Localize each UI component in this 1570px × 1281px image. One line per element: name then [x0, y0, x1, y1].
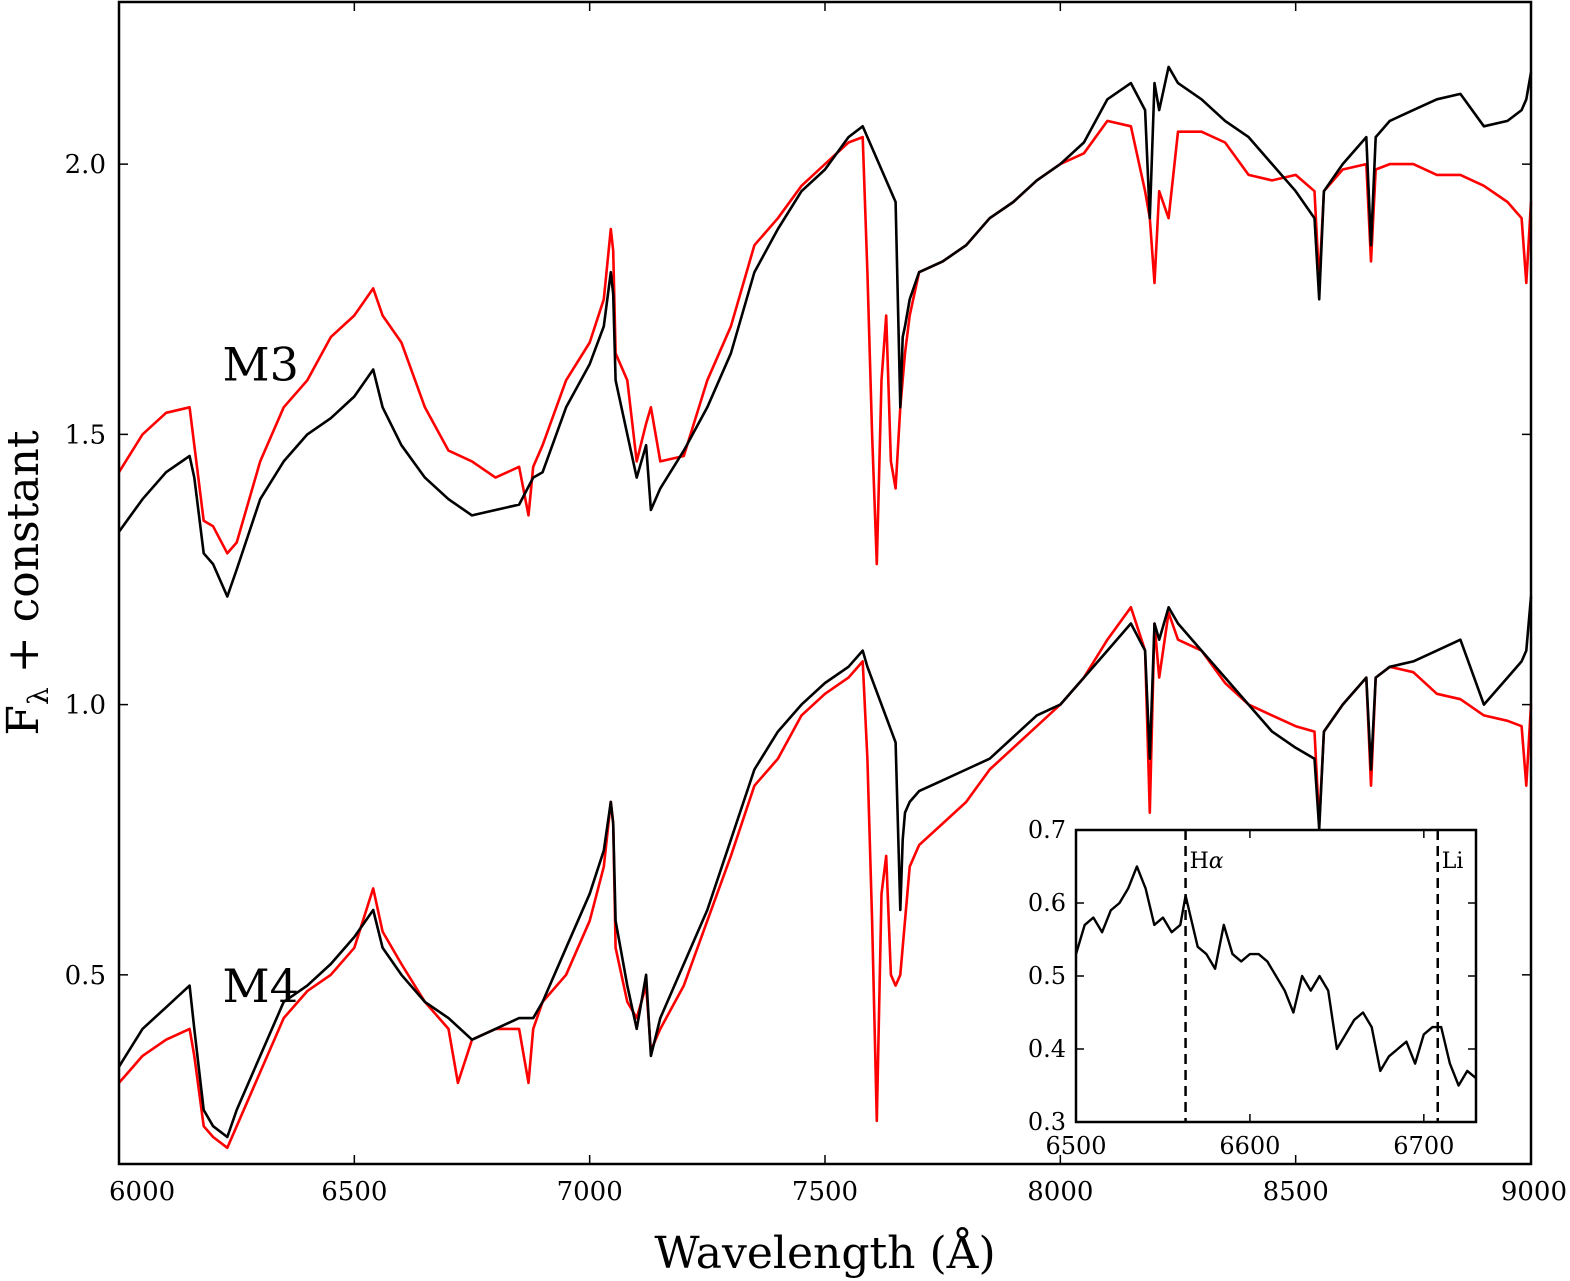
inset-y-ticks: 0.3 0.4 0.5 0.6 0.7 — [1028, 816, 1476, 1136]
series-line-m4-black-3 — [117, 596, 1533, 1139]
x-tick-label: 6000 — [109, 1177, 175, 1207]
series-line-m4-red-2 — [118, 605, 1533, 1150]
reference-line-label-greek: α — [1209, 849, 1224, 874]
inset-x-ticks: 6500 6600 6700 — [1045, 830, 1454, 1160]
annotation-label-m4: M4 — [223, 959, 299, 1013]
inset-x-tick-label: 6500 — [1045, 1132, 1106, 1160]
inset-series-line — [1074, 865, 1477, 1087]
annotation-label-m3: M3 — [223, 337, 299, 391]
main-y-ticks: 0.5 1.0 1.5 2.0 — [65, 150, 1531, 991]
y-axis-title-main: F — [0, 705, 49, 736]
x-tick-label: 7000 — [557, 1177, 623, 1207]
x-tick-label: 9000 — [1501, 1177, 1567, 1207]
x-tick-label: 7500 — [792, 1177, 858, 1207]
x-tick-label: 6500 — [321, 1177, 387, 1207]
inset-y-tick-label: 0.4 — [1028, 1035, 1066, 1063]
y-tick-label: 1.5 — [65, 420, 106, 450]
y-axis-title-subscript: λ — [22, 687, 55, 705]
inset-y-tick-label: 0.5 — [1028, 962, 1066, 990]
x-tick-label: 8000 — [1027, 1177, 1093, 1207]
inset-chart: Hα Li 6500 6600 6700 0.3 0.4 0.5 0.6 0.7 — [1028, 816, 1478, 1160]
reference-line-label-h: Hα — [1190, 849, 1224, 874]
x-tick-label: 8500 — [1263, 1177, 1329, 1207]
inset-reference-lines: Hα Li — [1184, 830, 1464, 1122]
y-tick-label: 2.0 — [65, 150, 106, 180]
y-tick-label: 1.0 — [65, 691, 106, 721]
inset-x-tick-label: 6700 — [1393, 1132, 1454, 1160]
inset-y-tick-label: 0.3 — [1028, 1108, 1066, 1136]
y-axis-title: Fλ + constant — [0, 430, 55, 735]
inset-y-tick-label: 0.7 — [1028, 816, 1066, 844]
series-line-m3-black-1 — [117, 65, 1533, 598]
reference-line-label-main: H — [1190, 849, 1209, 874]
reference-line-label-li: Li — [1442, 849, 1464, 874]
inset-series-group — [1074, 865, 1477, 1087]
y-axis-title-rest: + constant — [0, 430, 49, 687]
series-line-m3-red-0 — [117, 119, 1533, 566]
y-tick-label: 0.5 — [65, 961, 106, 991]
inset-x-tick-label: 6600 — [1219, 1132, 1280, 1160]
main-annotations: M3 M4 — [223, 337, 299, 1013]
reference-line-label-main: Li — [1442, 849, 1464, 874]
main-x-ticks: 6000 6500 7000 7500 8000 8500 9000 — [109, 2, 1567, 1207]
inset-y-tick-label: 0.6 — [1028, 889, 1066, 917]
x-axis-title: Wavelength (Å) — [654, 1226, 995, 1279]
main-series-group — [117, 65, 1533, 1150]
